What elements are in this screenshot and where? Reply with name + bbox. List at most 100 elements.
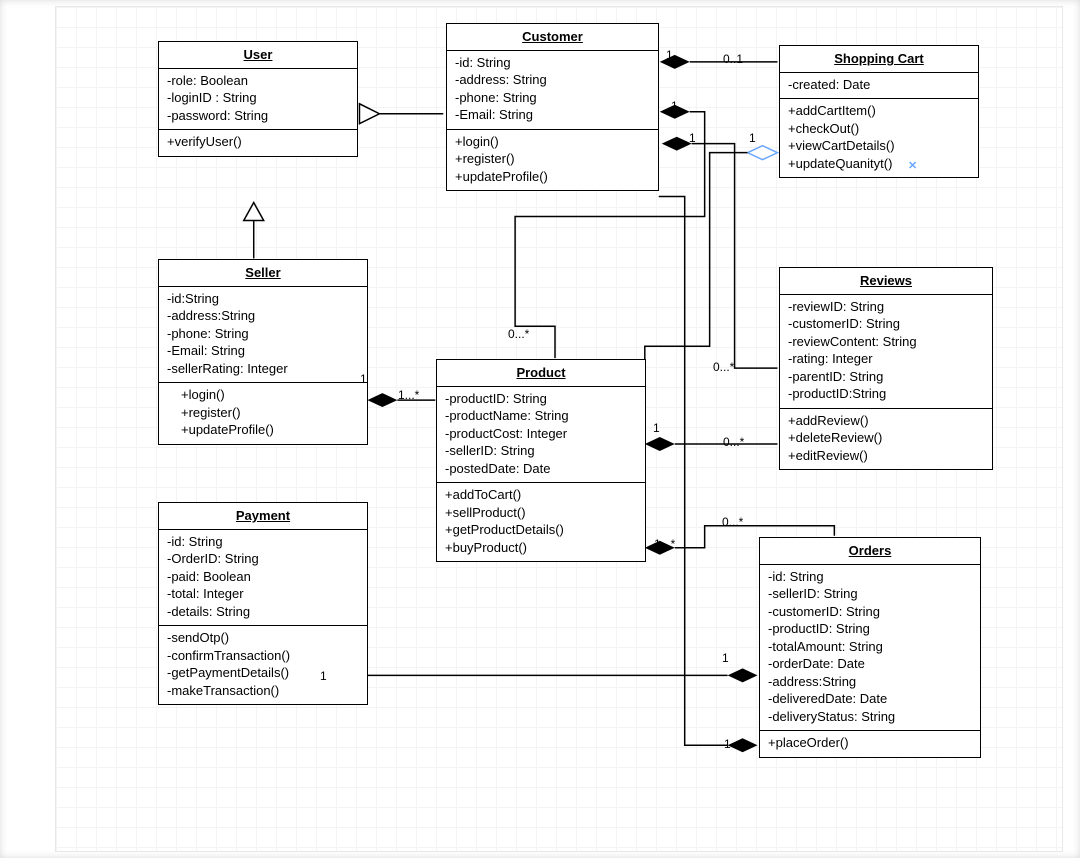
multiplicity-label: 1 — [689, 131, 696, 145]
class-title: Shopping Cart — [780, 46, 978, 73]
attr-row: -Email: String — [455, 106, 650, 124]
op-row: +verifyUser() — [167, 133, 349, 151]
multiplicity-label: 1 — [653, 421, 660, 435]
op-row: +getProductDetails() — [445, 521, 637, 539]
class-attrs: -created: Date — [780, 73, 978, 100]
op-row: +updateProfile() — [181, 421, 359, 439]
edge-customer-reviews — [662, 137, 778, 368]
attr-row: -parentID: String — [788, 368, 984, 386]
attr-row: -totalAmount: String — [768, 638, 972, 656]
class-user[interactable]: User -role: Boolean-loginID : String-pas… — [158, 41, 358, 157]
class-reviews[interactable]: Reviews -reviewID: String-customerID: St… — [779, 267, 993, 470]
op-row: +deleteReview() — [788, 429, 984, 447]
attr-row: -id: String — [455, 54, 650, 72]
class-attrs: -reviewID: String-customerID: String-rev… — [780, 295, 992, 409]
op-row: +placeOrder() — [768, 734, 972, 752]
attr-row: -sellerID: String — [445, 442, 637, 460]
op-row: +login() — [455, 133, 650, 151]
op-row: +register() — [455, 150, 650, 168]
multiplicity-label: 1 — [666, 48, 673, 62]
edge-orders-customer — [659, 197, 758, 753]
attr-row: -password: String — [167, 107, 349, 125]
attr-row: -total: Integer — [167, 585, 359, 603]
op-row: +checkOut() — [788, 120, 970, 138]
attr-row: -productCost: Integer — [445, 425, 637, 443]
attr-row: -customerID: String — [768, 603, 972, 621]
class-ops: +login()+register()+updateProfile() — [447, 130, 658, 191]
op-row: -confirmTransaction() — [167, 647, 359, 665]
class-ops: +addToCart()+sellProduct()+getProductDet… — [437, 483, 645, 561]
attr-row: -id:String — [167, 290, 359, 308]
op-row: +register() — [181, 404, 359, 422]
class-title: Product — [437, 360, 645, 387]
class-payment[interactable]: Payment -id: String-OrderID: String-paid… — [158, 502, 368, 705]
class-title: Seller — [159, 260, 367, 287]
class-orders[interactable]: Orders -id: String-sellerID: String-cust… — [759, 537, 981, 758]
class-attrs: -id: String-address: String-phone: Strin… — [447, 51, 658, 130]
attr-row: -phone: String — [167, 325, 359, 343]
op-row: +updateProfile() — [455, 168, 650, 186]
op-row: +addToCart() — [445, 486, 637, 504]
multiplicity-label: 0..1 — [723, 52, 743, 66]
class-attrs: -role: Boolean-loginID : String-password… — [159, 69, 357, 131]
class-ops: +verifyUser() — [159, 130, 357, 156]
attr-row: -rating: Integer — [788, 350, 984, 368]
op-row: +sellProduct() — [445, 504, 637, 522]
attr-row: -postedDate: Date — [445, 460, 637, 478]
delete-marker-icon: ✕ — [908, 159, 917, 172]
attr-row: -reviewID: String — [788, 298, 984, 316]
op-row: -makeTransaction() — [167, 682, 359, 700]
attr-row: -Email: String — [167, 342, 359, 360]
class-seller[interactable]: Seller -id:String-address:String-phone: … — [158, 259, 368, 445]
class-customer[interactable]: Customer -id: String-address: String-pho… — [446, 23, 659, 191]
class-ops: +addReview()+deleteReview()+editReview() — [780, 409, 992, 470]
multiplicity-label: 1 — [320, 669, 327, 683]
op-row: +editReview() — [788, 447, 984, 465]
multiplicity-label: 0...* — [722, 515, 743, 529]
op-row: +login() — [181, 386, 359, 404]
attr-row: -reviewContent: String — [788, 333, 984, 351]
attr-row: -deliveredDate: Date — [768, 690, 972, 708]
attr-row: -phone: String — [455, 89, 650, 107]
multiplicity-label: 0...* — [508, 327, 529, 341]
attr-row: -sellerRating: Integer — [167, 360, 359, 378]
multiplicity-label: 0...* — [723, 435, 744, 449]
attr-row: -OrderID: String — [167, 550, 359, 568]
class-attrs: -id: String-sellerID: String-customerID:… — [760, 565, 980, 732]
multiplicity-label: 1...* — [398, 388, 419, 402]
attr-row: -details: String — [167, 603, 359, 621]
class-ops: +login()+register()+updateProfile() — [159, 383, 367, 444]
multiplicity-label: 1 — [671, 99, 678, 113]
edge-customer-cart — [660, 55, 778, 69]
class-shopping-cart[interactable]: Shopping Cart -created: Date +addCartIte… — [779, 45, 979, 178]
multiplicity-label: 1 — [360, 372, 367, 386]
multiplicity-label: 1 — [722, 651, 729, 665]
attr-row: -loginID : String — [167, 89, 349, 107]
class-product[interactable]: Product -productID: String-productName: … — [436, 359, 646, 562]
attr-row: -created: Date — [788, 76, 970, 94]
multiplicity-label: 1 — [749, 131, 756, 145]
attr-row: -paid: Boolean — [167, 568, 359, 586]
class-attrs: -productID: String-productName: String-p… — [437, 387, 645, 484]
class-title: Customer — [447, 24, 658, 51]
attr-row: -id: String — [167, 533, 359, 551]
multiplicity-label: 1...* — [654, 537, 675, 551]
attr-row: -address: String — [455, 71, 650, 89]
attr-row: -orderDate: Date — [768, 655, 972, 673]
attr-row: -address:String — [768, 673, 972, 691]
attr-row: -productID:String — [788, 385, 984, 403]
multiplicity-label: 0...* — [713, 360, 734, 374]
edge-seller-user — [244, 203, 264, 259]
class-title: Payment — [159, 503, 367, 530]
op-row: +addCartItem() — [788, 102, 970, 120]
op-row: +buyProduct() — [445, 539, 637, 557]
class-ops: +placeOrder() — [760, 731, 980, 757]
attr-row: -productID: String — [445, 390, 637, 408]
class-title: Orders — [760, 538, 980, 565]
op-row: +viewCartDetails() — [788, 137, 970, 155]
class-attrs: -id:String-address:String-phone: String-… — [159, 287, 367, 384]
attr-row: -customerID: String — [788, 315, 984, 333]
class-title: User — [159, 42, 357, 69]
op-row: -sendOtp() — [167, 629, 359, 647]
class-attrs: -id: String-OrderID: String-paid: Boolea… — [159, 530, 367, 627]
